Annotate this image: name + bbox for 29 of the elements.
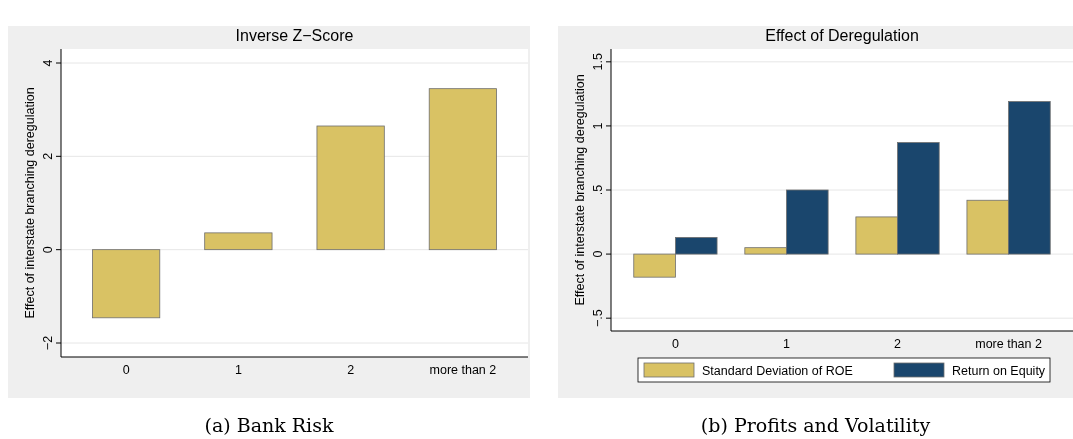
x-tick-label: more than 2 (975, 337, 1042, 351)
legend-label: Standard Deviation of ROE (702, 364, 853, 378)
y-tick-label: −2 (41, 335, 55, 351)
y-tick-label: 4 (41, 59, 55, 67)
bar (92, 249, 161, 319)
y-tick-label: 1.5 (591, 53, 605, 71)
y-tick-label: 0 (591, 250, 605, 258)
chart-title: Effect of Deregulation (765, 27, 919, 44)
y-axis-title: Effect of interstate branching deregulation (573, 74, 587, 306)
chart-title: Inverse Z−Score (235, 27, 354, 44)
x-tick-label: 0 (671, 337, 679, 351)
y-axis-title: Effect of interstate branching deregulation (23, 87, 37, 319)
x-tick-label: 2 (347, 363, 355, 377)
y-tick-label: .5 (591, 184, 605, 196)
bar (204, 232, 273, 251)
y-tick-label: 1 (591, 122, 605, 130)
x-tick-label: 0 (122, 363, 130, 377)
x-tick-label: more than 2 (429, 363, 497, 377)
y-tick-label: 2 (41, 152, 55, 160)
y-tick-label: 0 (41, 246, 55, 254)
x-tick-label: 1 (782, 337, 790, 351)
text: (b) Profits and Volatility (700, 414, 931, 436)
x-tick-label: 2 (894, 337, 902, 351)
x-tick-label: 1 (234, 363, 242, 377)
legend-label: Return on Equity (952, 364, 1046, 378)
text: (a) Bank Risk (204, 414, 334, 436)
bar (316, 125, 385, 251)
y-tick-label: −.5 (591, 309, 605, 328)
bar (428, 88, 497, 251)
